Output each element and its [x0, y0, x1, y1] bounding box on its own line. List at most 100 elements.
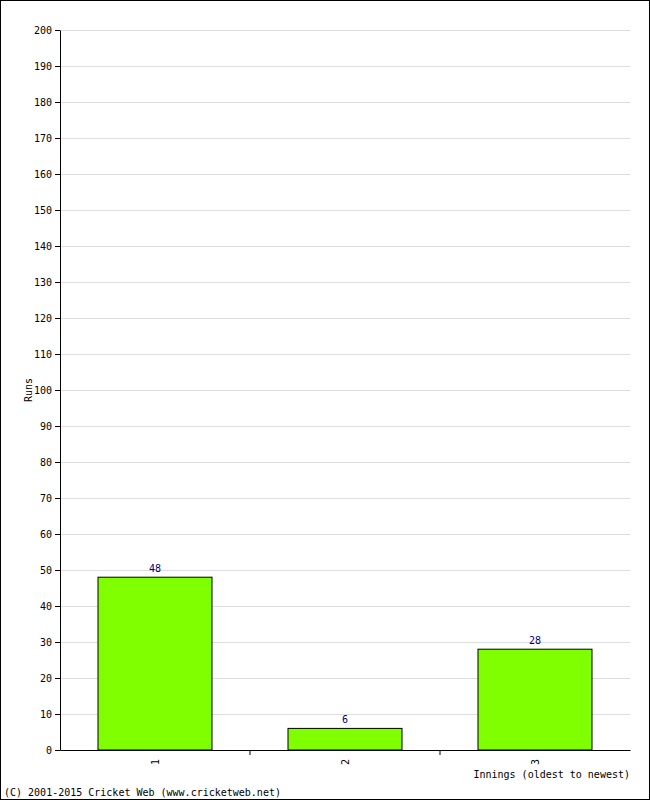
- grid: [60, 31, 630, 751]
- grid-line: [60, 498, 630, 499]
- y-tick-mark: [55, 246, 60, 247]
- y-tick-mark: [55, 678, 60, 679]
- y-tick-mark: [55, 318, 60, 319]
- y-tick-mark: [55, 570, 60, 571]
- y-tick: 150: [34, 205, 60, 216]
- y-tick-mark: [55, 282, 60, 283]
- y-tick: 90: [40, 421, 60, 432]
- y-tick-label: 150: [34, 205, 52, 216]
- grid-line: [60, 174, 630, 175]
- grid-line: [60, 246, 630, 247]
- grid-line: [60, 30, 630, 31]
- grid-line: [60, 102, 630, 103]
- grid-line: [60, 570, 630, 571]
- x-axis-title: Innings (oldest to newest): [473, 769, 630, 780]
- grid-line: [60, 138, 630, 139]
- y-tick-mark: [55, 426, 60, 427]
- y-tick: 20: [40, 673, 60, 684]
- grid-line: [60, 66, 630, 67]
- bar: [288, 728, 402, 750]
- y-tick-label: 200: [34, 25, 52, 36]
- grid-line: [60, 534, 630, 535]
- y-tick-mark: [55, 498, 60, 499]
- data-label: 48: [149, 563, 161, 574]
- y-tick: 110: [34, 349, 60, 360]
- y-tick-mark: [55, 174, 60, 175]
- y-tick-mark: [55, 390, 60, 391]
- bars: [98, 577, 592, 750]
- annotation: (C) 2001-2015 Cricket Web (www.cricketwe…: [4, 787, 281, 798]
- bar: [98, 577, 212, 750]
- data-labels: 48 6 28: [149, 563, 541, 725]
- y-tick-mark: [55, 750, 60, 751]
- y-tick: 80: [40, 457, 60, 468]
- y-tick-label: 60: [40, 529, 52, 540]
- y-tick: 120: [34, 313, 60, 324]
- chart: 0 10 20 30 40 50 60 70 80 90 100 110 120 130 140 150 160…: [0, 0, 650, 800]
- grid-line: [60, 354, 630, 355]
- y-tick-mark: [55, 138, 60, 139]
- data-label: 28: [529, 635, 541, 646]
- y-tick-label: 40: [40, 601, 52, 612]
- y-tick-mark: [55, 30, 60, 31]
- x-tick: 2: [340, 750, 351, 765]
- x-tick-label: 2: [340, 759, 351, 765]
- y-tick-mark: [55, 714, 60, 715]
- y-tick-mark: [55, 642, 60, 643]
- y-tick: 180: [34, 97, 60, 108]
- y-tick-mark: [55, 462, 60, 463]
- y-tick: 100: [34, 385, 60, 396]
- y-tick-label: 20: [40, 673, 52, 684]
- grid-line: [60, 462, 630, 463]
- y-tick-label: 160: [34, 169, 52, 180]
- y-tick-mark: [55, 534, 60, 535]
- y-tick-label: 190: [34, 61, 52, 72]
- y-tick-mark: [55, 210, 60, 211]
- y-tick: 40: [40, 601, 60, 612]
- x-tick-label: 3: [530, 759, 541, 765]
- y-tick-mark: [55, 606, 60, 607]
- y-tick: 70: [40, 493, 60, 504]
- grid-line: [60, 426, 630, 427]
- y-tick: 200: [34, 25, 60, 36]
- y-tick: 10: [40, 709, 60, 720]
- y-axis: 0 10 20 30 40 50 60 70 80 90 100 110 120 130 140 150 160…: [34, 25, 61, 756]
- frame: [1, 1, 650, 800]
- y-tick-label: 70: [40, 493, 52, 504]
- y-tick-label: 100: [34, 385, 52, 396]
- y-tick-mark: [55, 66, 60, 67]
- bar: [478, 649, 592, 750]
- y-tick: 140: [34, 241, 60, 252]
- x-axis-line: [61, 750, 631, 751]
- data-label: 6: [342, 714, 348, 725]
- y-tick: 0: [46, 745, 60, 756]
- y-tick-label: 170: [34, 133, 52, 144]
- x-tick: 3: [530, 750, 541, 765]
- y-axis-line: [60, 31, 61, 751]
- y-tick: 190: [34, 61, 60, 72]
- y-tick-label: 10: [40, 709, 52, 720]
- y-tick-label: 130: [34, 277, 52, 288]
- y-tick-label: 0: [46, 745, 52, 756]
- y-tick: 60: [40, 529, 60, 540]
- x-tick-label: 1: [150, 759, 161, 765]
- grid-line: [60, 318, 630, 319]
- y-tick-label: 140: [34, 241, 52, 252]
- y-tick-mark: [55, 102, 60, 103]
- y-tick: 170: [34, 133, 60, 144]
- y-tick: 30: [40, 637, 60, 648]
- y-tick-mark: [55, 354, 60, 355]
- y-tick-label: 180: [34, 97, 52, 108]
- y-tick-label: 50: [40, 565, 52, 576]
- y-axis-title: Runs: [23, 378, 34, 402]
- x-tick: 1: [150, 750, 161, 765]
- grid-line: [60, 282, 630, 283]
- y-tick: 130: [34, 277, 60, 288]
- y-tick: 50: [40, 565, 60, 576]
- x-axis: 1 2 3: [61, 750, 631, 765]
- y-tick-label: 90: [40, 421, 52, 432]
- y-tick-label: 110: [34, 349, 52, 360]
- grid-line: [60, 390, 630, 391]
- grid-line: [60, 750, 630, 751]
- plot: 0 10 20 30 40 50 60 70 80 90 100 110 120 130 140 150 160…: [34, 25, 631, 765]
